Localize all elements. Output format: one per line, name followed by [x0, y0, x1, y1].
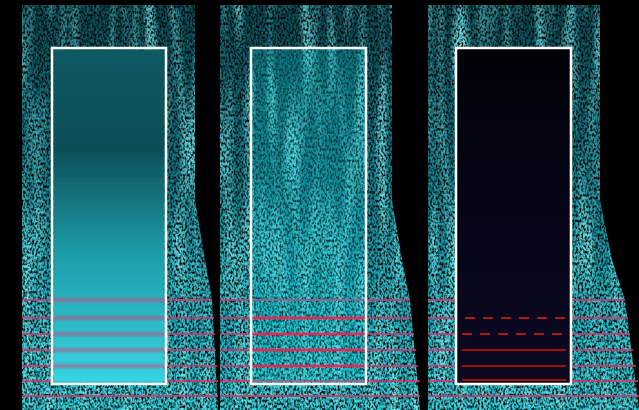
smoothed-region: [53, 49, 165, 383]
spectrogram-figure: [0, 0, 639, 410]
masked-region: [457, 49, 570, 383]
enhanced-region: [252, 49, 365, 383]
